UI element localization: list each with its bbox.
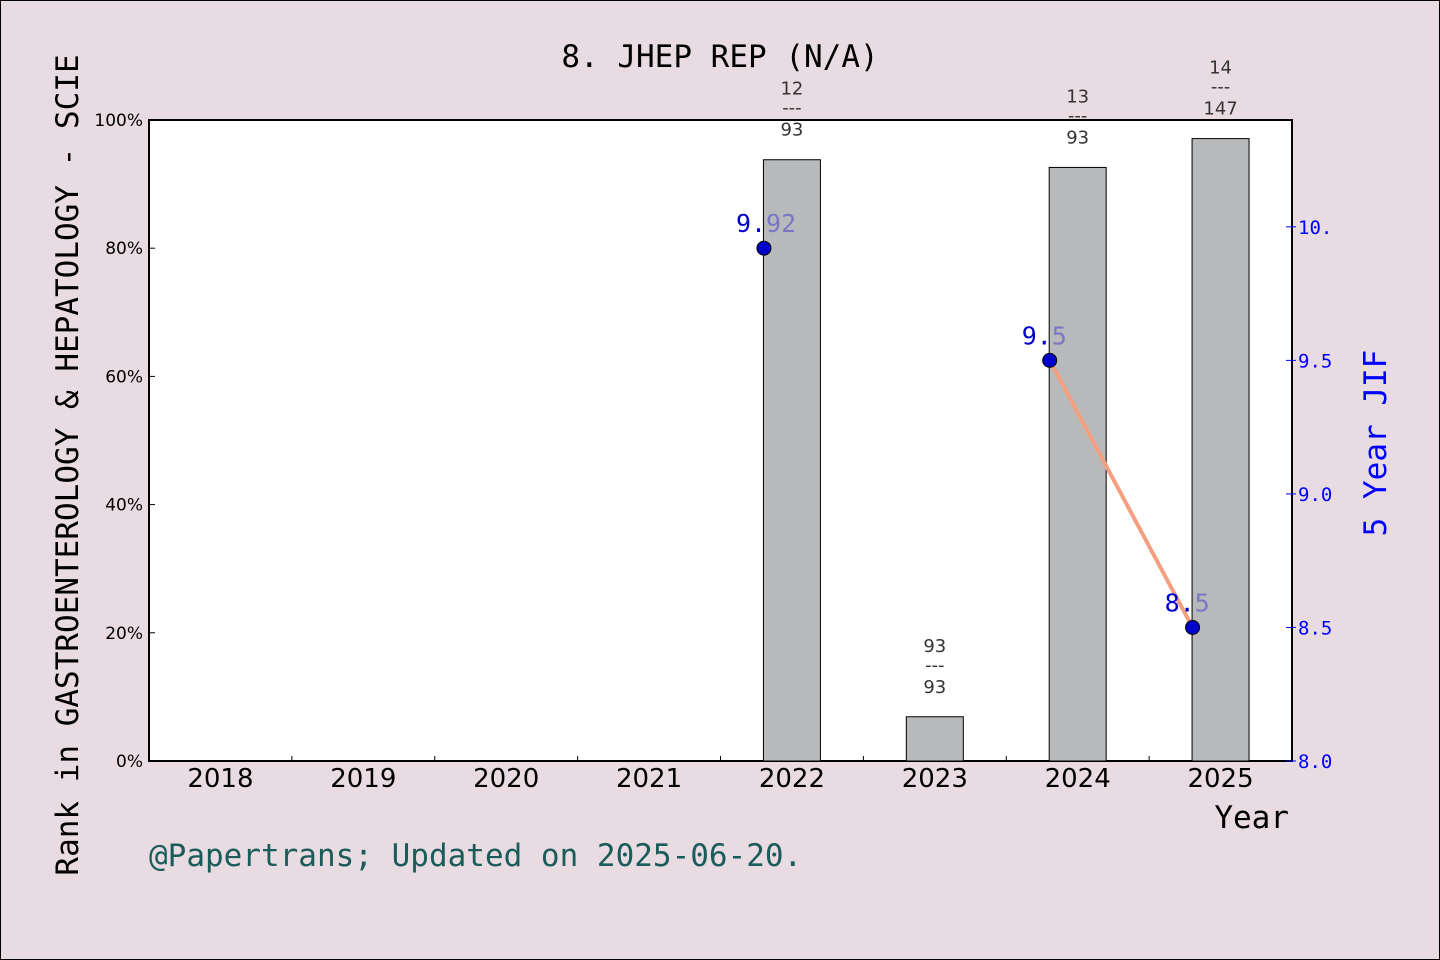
jif-label-int-2024: 9.: [1022, 321, 1052, 350]
total-label-2022: 93: [780, 120, 803, 141]
rank-separator-2022: ---: [782, 98, 802, 119]
total-label-2023: 93: [923, 677, 946, 698]
y-right-tick-label-1: 8.5: [1298, 617, 1332, 639]
y-right-tick-label-2: 9.0: [1298, 484, 1332, 506]
total-label-2025: 147: [1203, 99, 1237, 120]
jif-label-2024: 9.5: [1022, 321, 1067, 350]
axes-layer: 2018 2019 2020 2021 2022 2023 2024 2025 0% 20% 40%…: [94, 111, 1332, 794]
jif-point-2022: [756, 240, 772, 256]
jif-label-frac-2025: 5: [1195, 588, 1210, 617]
x-axis-label: Year: [1214, 800, 1289, 836]
rank-label-2025: 14: [1209, 58, 1232, 79]
jif-label-2025: 8.5: [1165, 588, 1210, 617]
rank-label-2023: 93: [923, 636, 946, 657]
y-left-tick-label-0: 0%: [116, 752, 143, 772]
jif-label-int-2025: 8.: [1165, 588, 1195, 617]
jif-label-int-2022: 9.: [736, 209, 766, 238]
jif-line-layer: [1047, 358, 1195, 630]
y-axis-left-label: Rank in GASTROENTEROLOGY & HEPATOLOGY - …: [50, 54, 86, 875]
bar-2024: [1048, 166, 1107, 762]
rank-separator-2023: ---: [925, 655, 945, 676]
total-label-2024: 93: [1066, 127, 1089, 148]
x-tick-label-2018: 2018: [187, 764, 253, 794]
y-axis-right-label: 5 Year JIF: [1358, 350, 1394, 537]
x-tick-label-2023: 2023: [902, 764, 968, 794]
bar-2022: [762, 159, 821, 762]
rank-label-2024: 13: [1066, 86, 1089, 107]
y-right-tick-label-3: 9.5: [1298, 350, 1332, 372]
jif-line: [1047, 358, 1195, 630]
x-tick-label-2022: 2022: [759, 764, 825, 794]
rank-separator-2025: ---: [1211, 77, 1231, 98]
x-tick-label-2024: 2024: [1045, 764, 1111, 794]
rank-separator-2024: ---: [1068, 105, 1088, 126]
y-left-tick-label-2: 40%: [105, 496, 143, 516]
x-tick-label-2019: 2019: [330, 764, 396, 794]
y-left-tick-label-1: 20%: [105, 624, 143, 644]
jif-label-2022: 9.92: [736, 209, 796, 238]
jif-point-2025: [1185, 619, 1201, 635]
footer-note: @Papertrans; Updated on 2025-06-20.: [149, 838, 802, 874]
x-tick-label-2021: 2021: [616, 764, 682, 794]
y-left-tick-label-4: 80%: [105, 239, 143, 259]
bar-2023: [905, 716, 964, 762]
plot-area: [148, 119, 1293, 762]
rank-label-2022: 12: [780, 79, 803, 100]
jif-points-layer: 9.929.58.5: [736, 209, 1210, 635]
bar-2025: [1191, 138, 1250, 762]
y-left-tick-label-3: 60%: [105, 367, 143, 387]
y-right-tick-label-0: 8.0: [1298, 751, 1332, 773]
jif-label-frac-2024: 5: [1052, 321, 1067, 350]
bars-layer: [762, 138, 1250, 762]
jif-label-frac-2022: 92: [766, 209, 796, 238]
y-right-tick-label-4: 10.: [1298, 217, 1332, 239]
x-tick-label-2025: 2025: [1187, 764, 1253, 794]
chart-title: 8. JHEP REP (N/A): [561, 39, 878, 75]
x-tick-label-2020: 2020: [473, 764, 539, 794]
jif-point-2024: [1042, 352, 1058, 368]
y-left-tick-label-5: 100%: [94, 111, 143, 131]
